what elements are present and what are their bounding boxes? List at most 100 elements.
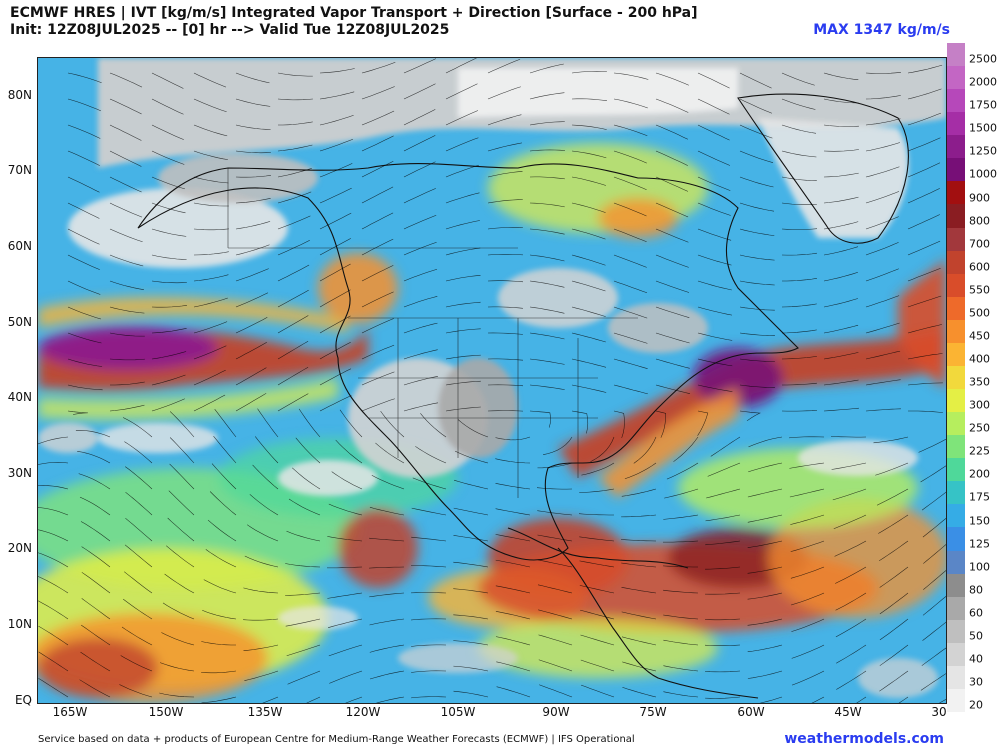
streamline: [78, 473, 111, 490]
streamline: [571, 410, 589, 434]
streamline: [205, 549, 237, 568]
streamline: [747, 618, 783, 626]
streamline: [277, 340, 309, 360]
streamline: [410, 618, 447, 621]
streamline: [739, 228, 775, 236]
streamline: [81, 598, 111, 620]
streamline: [235, 198, 271, 204]
streamline: [663, 691, 699, 698]
streamline: [487, 86, 521, 100]
streamline: [495, 458, 531, 464]
streamline: [412, 477, 447, 490]
streamline: [80, 651, 111, 672]
streamline: [286, 644, 321, 656]
streamline: [662, 565, 698, 568]
streamline: [277, 264, 310, 282]
streamline: [621, 562, 657, 568]
streamline: [613, 332, 648, 344]
streamline: [122, 417, 153, 438]
streamline: [537, 534, 573, 542]
streamline: [151, 176, 185, 190]
brand-link[interactable]: weathermodels.com: [784, 731, 944, 747]
streamline: [580, 659, 615, 672]
lat-label: EQ: [14, 693, 32, 707]
streamline: [543, 436, 573, 455]
streamline: [209, 491, 237, 516]
streamline: [67, 202, 100, 219]
streamline: [835, 618, 867, 638]
streamline: [327, 592, 363, 599]
streamline: [345, 696, 363, 703]
streamline: [277, 215, 311, 230]
lat-label: 40N: [7, 390, 32, 404]
streamline: [403, 188, 436, 204]
streamline: [781, 176, 817, 181]
streamline: [621, 514, 657, 518]
streamline: [277, 240, 310, 256]
streamline: [252, 464, 279, 490]
streamline: [865, 72, 901, 74]
streamline: [67, 280, 101, 295]
colorbar-cell: [947, 389, 965, 413]
ivt-map[interactable]: [37, 57, 947, 704]
streamline: [285, 563, 321, 568]
streamline: [445, 83, 478, 100]
streamline: [277, 366, 309, 386]
streamline: [865, 242, 899, 256]
streamline: [67, 306, 101, 320]
streamline: [306, 696, 321, 703]
streamline: [109, 280, 144, 290]
streamline: [739, 98, 773, 114]
streamline: [411, 670, 447, 673]
streamline: [529, 121, 565, 126]
streamline: [920, 673, 946, 691]
streamline: [580, 634, 615, 646]
streamline: [319, 138, 354, 152]
streamline: [361, 161, 394, 178]
streamline: [327, 536, 363, 542]
streamline: [124, 441, 153, 464]
streamline: [831, 462, 867, 470]
streamline: [823, 172, 859, 178]
colorbar-label: 2500: [969, 52, 997, 66]
streamline: [663, 614, 699, 620]
streamline: [739, 150, 774, 163]
streamline: [403, 376, 438, 386]
streamline: [151, 305, 187, 308]
streamline: [403, 322, 438, 334]
streamline: [329, 670, 363, 684]
streamline: [663, 639, 699, 646]
streamline: [487, 114, 522, 126]
streamline: [878, 540, 909, 562]
streamline: [151, 254, 187, 260]
streamline: [235, 268, 269, 282]
streamline: [923, 544, 946, 564]
streamline: [791, 592, 825, 606]
streamline: [361, 186, 394, 204]
streamline: [109, 72, 143, 88]
streamline: [879, 670, 909, 692]
streamline: [791, 670, 825, 686]
streamline: [453, 640, 489, 646]
streamline: [403, 269, 438, 282]
streamline: [328, 644, 363, 657]
streamline: [705, 566, 741, 570]
streamline: [739, 358, 775, 362]
streamline: [445, 328, 481, 334]
streamline: [832, 488, 867, 501]
colorbar-cell: [947, 458, 965, 482]
streamline: [865, 166, 900, 178]
streamline: [748, 462, 783, 473]
streamline: [571, 176, 606, 186]
streamline: [791, 644, 825, 659]
streamline: [38, 462, 69, 465]
streamline: [168, 490, 195, 516]
streamline: [529, 176, 565, 180]
streamline: [739, 254, 775, 261]
colorbar-cell: [947, 112, 965, 136]
streamline: [38, 436, 69, 445]
streamline: [865, 268, 899, 282]
streamline: [119, 684, 153, 698]
streamline: [453, 665, 489, 672]
streamline: [739, 332, 775, 336]
